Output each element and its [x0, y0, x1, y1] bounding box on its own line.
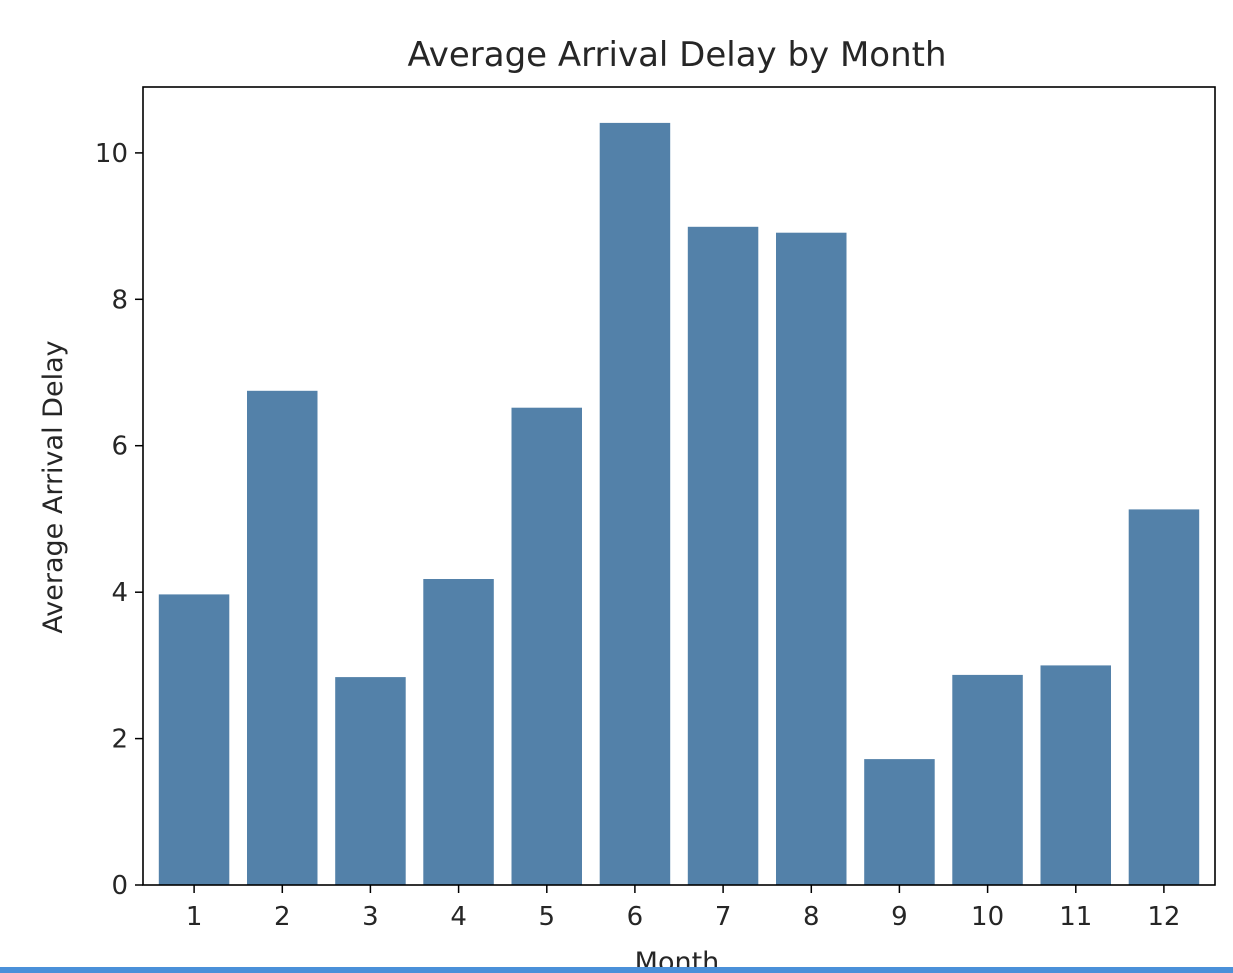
x-tick-label: 8: [803, 902, 820, 932]
x-tick-label: 7: [715, 902, 732, 932]
y-axis-label: Average Arrival Delay: [38, 340, 69, 633]
bar-month-7: [687, 226, 759, 886]
x-tick-label: 2: [274, 902, 291, 932]
y-tick-label: 8: [111, 285, 128, 315]
x-tick-label: 3: [362, 902, 379, 932]
x-tick-label: 5: [539, 902, 556, 932]
chart-title: Average Arrival Delay by Month: [407, 35, 946, 75]
x-tick-label: 12: [1147, 902, 1180, 932]
plot-frame: [142, 86, 1216, 886]
y-axis: 0 2 4 6 8 10: [95, 139, 143, 901]
bar-month-2: [247, 390, 318, 885]
window-bottom-border: [0, 967, 1233, 973]
x-tick-label: 1: [186, 902, 203, 932]
bar-month-3: [335, 677, 406, 885]
x-axis: 1 2 3 4 5 6 7 8 9 10 11 12: [186, 885, 1180, 932]
y-tick-label: 0: [111, 871, 128, 901]
bar-month-10: [952, 674, 1023, 885]
bar-month-1: [158, 594, 230, 885]
bar-month-12: [1128, 509, 1200, 885]
bar-month-8: [776, 232, 847, 885]
y-tick-label: 6: [111, 432, 128, 462]
bars-layer: [158, 122, 1200, 886]
y-tick-label: 10: [95, 139, 128, 169]
bar-month-9: [864, 759, 935, 885]
x-tick-label: 10: [971, 902, 1004, 932]
x-tick-label: 4: [450, 902, 467, 932]
x-tick-label: 6: [627, 902, 644, 932]
bar-month-11: [1040, 665, 1111, 885]
bar-month-6: [599, 122, 671, 885]
x-tick-label: 11: [1059, 902, 1092, 932]
bar-month-4: [423, 579, 494, 885]
x-tick-label: 9: [891, 902, 908, 932]
y-tick-label: 4: [111, 578, 128, 608]
bar-month-5: [511, 407, 582, 885]
y-tick-label: 2: [111, 725, 128, 755]
